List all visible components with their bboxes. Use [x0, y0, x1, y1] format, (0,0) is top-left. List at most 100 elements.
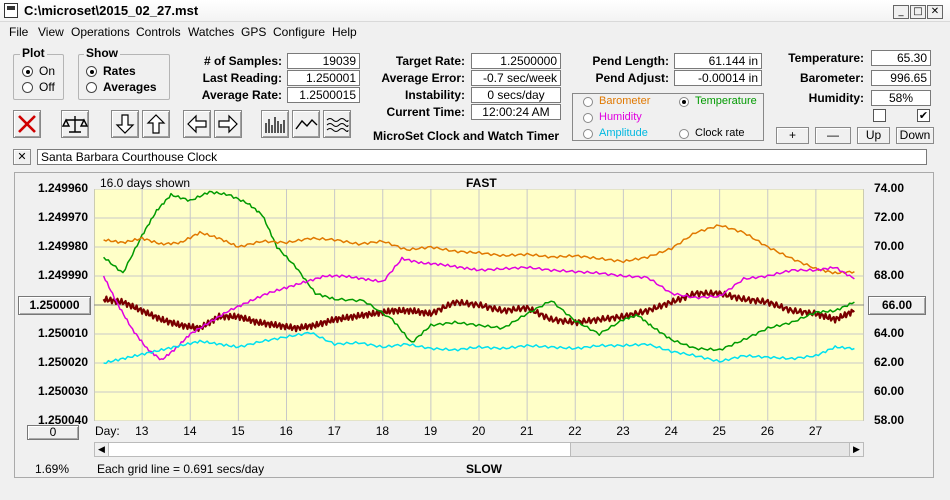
percent-label: 1.69% [35, 462, 70, 476]
show-rates-label: Rates [103, 64, 136, 78]
scroll-left-arrow[interactable]: ◀ [95, 443, 109, 456]
current-time-value: 12:00:24 AM [471, 104, 561, 120]
checkbox-1[interactable] [873, 109, 886, 122]
temperature-radio[interactable] [679, 97, 689, 107]
histogram-button[interactable] [261, 110, 289, 138]
right-tick-label: 68.00 [874, 268, 905, 282]
pend-length-label: Pend Length: [592, 54, 669, 68]
day-tick-label: 24 [664, 424, 678, 438]
menu-operations[interactable]: Operations [71, 25, 130, 39]
scroll-right-arrow[interactable]: ▶ [849, 443, 863, 456]
day-tick-label: 26 [760, 424, 775, 438]
minimize-button[interactable]: _ [893, 5, 909, 19]
left-tick-label: 1.250010 [37, 326, 88, 340]
instability-label: Instability: [404, 88, 465, 102]
plot-group-title: Plot [20, 46, 47, 60]
wave-button[interactable] [323, 110, 351, 138]
plot-area[interactable] [94, 189, 864, 421]
right-axis-center-button[interactable]: 66.00 [868, 296, 926, 315]
arrow-up-button[interactable] [142, 110, 170, 138]
line-graph-button[interactable] [292, 110, 320, 138]
menu-file[interactable]: File [9, 25, 29, 39]
humidity-option-label: Humidity [599, 111, 642, 123]
temperature-value: 65.30 [871, 50, 931, 66]
left-tick-label: 1.249990 [37, 268, 88, 282]
day-prefix: Day: [95, 424, 120, 438]
maximize-button[interactable]: □ [910, 5, 926, 19]
temperature-label: Temperature: [788, 51, 864, 65]
menu-view[interactable]: View [38, 25, 64, 39]
show-group-title: Show [84, 46, 120, 60]
app-icon[interactable] [4, 3, 18, 18]
show-rates-radio[interactable] [86, 66, 97, 77]
clock-close-button[interactable]: ✕ [13, 149, 31, 165]
amplitude-radio[interactable] [583, 129, 593, 139]
instability-value: 0 secs/day [471, 87, 561, 103]
arrow-right-button[interactable] [214, 110, 242, 138]
show-group [78, 54, 170, 100]
menu-controls[interactable]: Controls [136, 25, 181, 39]
right-tick-label: 64.00 [874, 326, 905, 340]
plot-on-radio[interactable] [22, 66, 33, 77]
clock-rate-radio[interactable] [679, 129, 689, 139]
target-rate-value: 1.2500000 [471, 53, 561, 69]
menu-bar: File View Operations Controls Watches GP… [0, 22, 950, 42]
pend-adjust-value: -0.00014 in [674, 70, 762, 86]
plus-button[interactable]: + [776, 127, 809, 144]
arrow-down-button[interactable] [111, 110, 139, 138]
day-tick-label: 17 [327, 424, 341, 438]
close-button[interactable]: ✕ [927, 5, 943, 19]
menu-help[interactable]: Help [332, 25, 357, 39]
plot-off-radio[interactable] [22, 82, 33, 93]
plot-off-label: Off [39, 80, 55, 94]
barometer-radio[interactable] [583, 97, 593, 107]
menu-watches[interactable]: Watches [188, 25, 235, 39]
balance-button[interactable] [61, 110, 89, 138]
stop-button[interactable] [13, 110, 41, 138]
day-tick-label: 27 [808, 424, 823, 438]
scroll-thumb[interactable] [109, 443, 571, 456]
down-button[interactable]: Down [896, 127, 934, 144]
day-tick-label: 15 [231, 424, 245, 438]
checkbox-2[interactable]: ✔ [917, 109, 930, 122]
right-tick-label: 72.00 [874, 210, 905, 224]
show-averages-label: Averages [103, 80, 157, 94]
horizontal-scrollbar[interactable]: ◀ ▶ [94, 442, 864, 457]
sensor-selector [572, 93, 764, 141]
arrow-left-button[interactable] [183, 110, 211, 138]
wave-icon [326, 118, 349, 132]
current-time-label: Current Time: [386, 105, 465, 119]
app-name: MicroSet Clock and Watch Timer [373, 129, 560, 143]
right-tick-label: 70.00 [874, 239, 905, 253]
pend-length-value: 61.144 in [674, 53, 762, 69]
slow-label: SLOW [466, 462, 502, 476]
left-tick-label: 1.249970 [37, 210, 88, 224]
up-button[interactable]: Up [857, 127, 890, 144]
avg-error-value: -0.7 sec/week [471, 70, 561, 86]
x-offset-button[interactable]: 0 [27, 425, 79, 440]
clock-name-field[interactable]: Santa Barbara Courthouse Clock [37, 149, 927, 165]
menu-configure[interactable]: Configure [273, 25, 326, 39]
show-averages-radio[interactable] [86, 82, 97, 93]
right-tick-label: 60.00 [874, 384, 905, 398]
series-humidity [102, 256, 855, 361]
left-axis-center-button[interactable]: 1.250000 [18, 296, 91, 315]
amplitude-label: Amplitude [599, 127, 648, 139]
humidity-radio[interactable] [583, 113, 593, 123]
grid-note: Each grid line = 0.691 secs/day [97, 462, 265, 476]
avg-rate-label: Average Rate: [201, 88, 282, 102]
right-tick-label: 58.00 [874, 413, 905, 427]
menu-gps[interactable]: GPS [241, 25, 267, 39]
day-tick-label: 13 [135, 424, 149, 438]
day-tick-label: 19 [423, 424, 438, 438]
humidity-value: 58% [871, 90, 931, 106]
temperature-option-label: Temperature [695, 95, 757, 107]
line-graph-icon [295, 118, 318, 130]
minus-button[interactable]: — [815, 127, 851, 144]
fast-label: FAST [466, 176, 497, 190]
barometer-label-env: Barometer: [799, 71, 864, 85]
target-rate-label: Target Rate: [395, 54, 465, 68]
right-tick-label: 62.00 [874, 355, 905, 369]
days-shown: 16.0 days shown [100, 176, 191, 190]
left-tick-label: 1.249980 [37, 239, 88, 253]
